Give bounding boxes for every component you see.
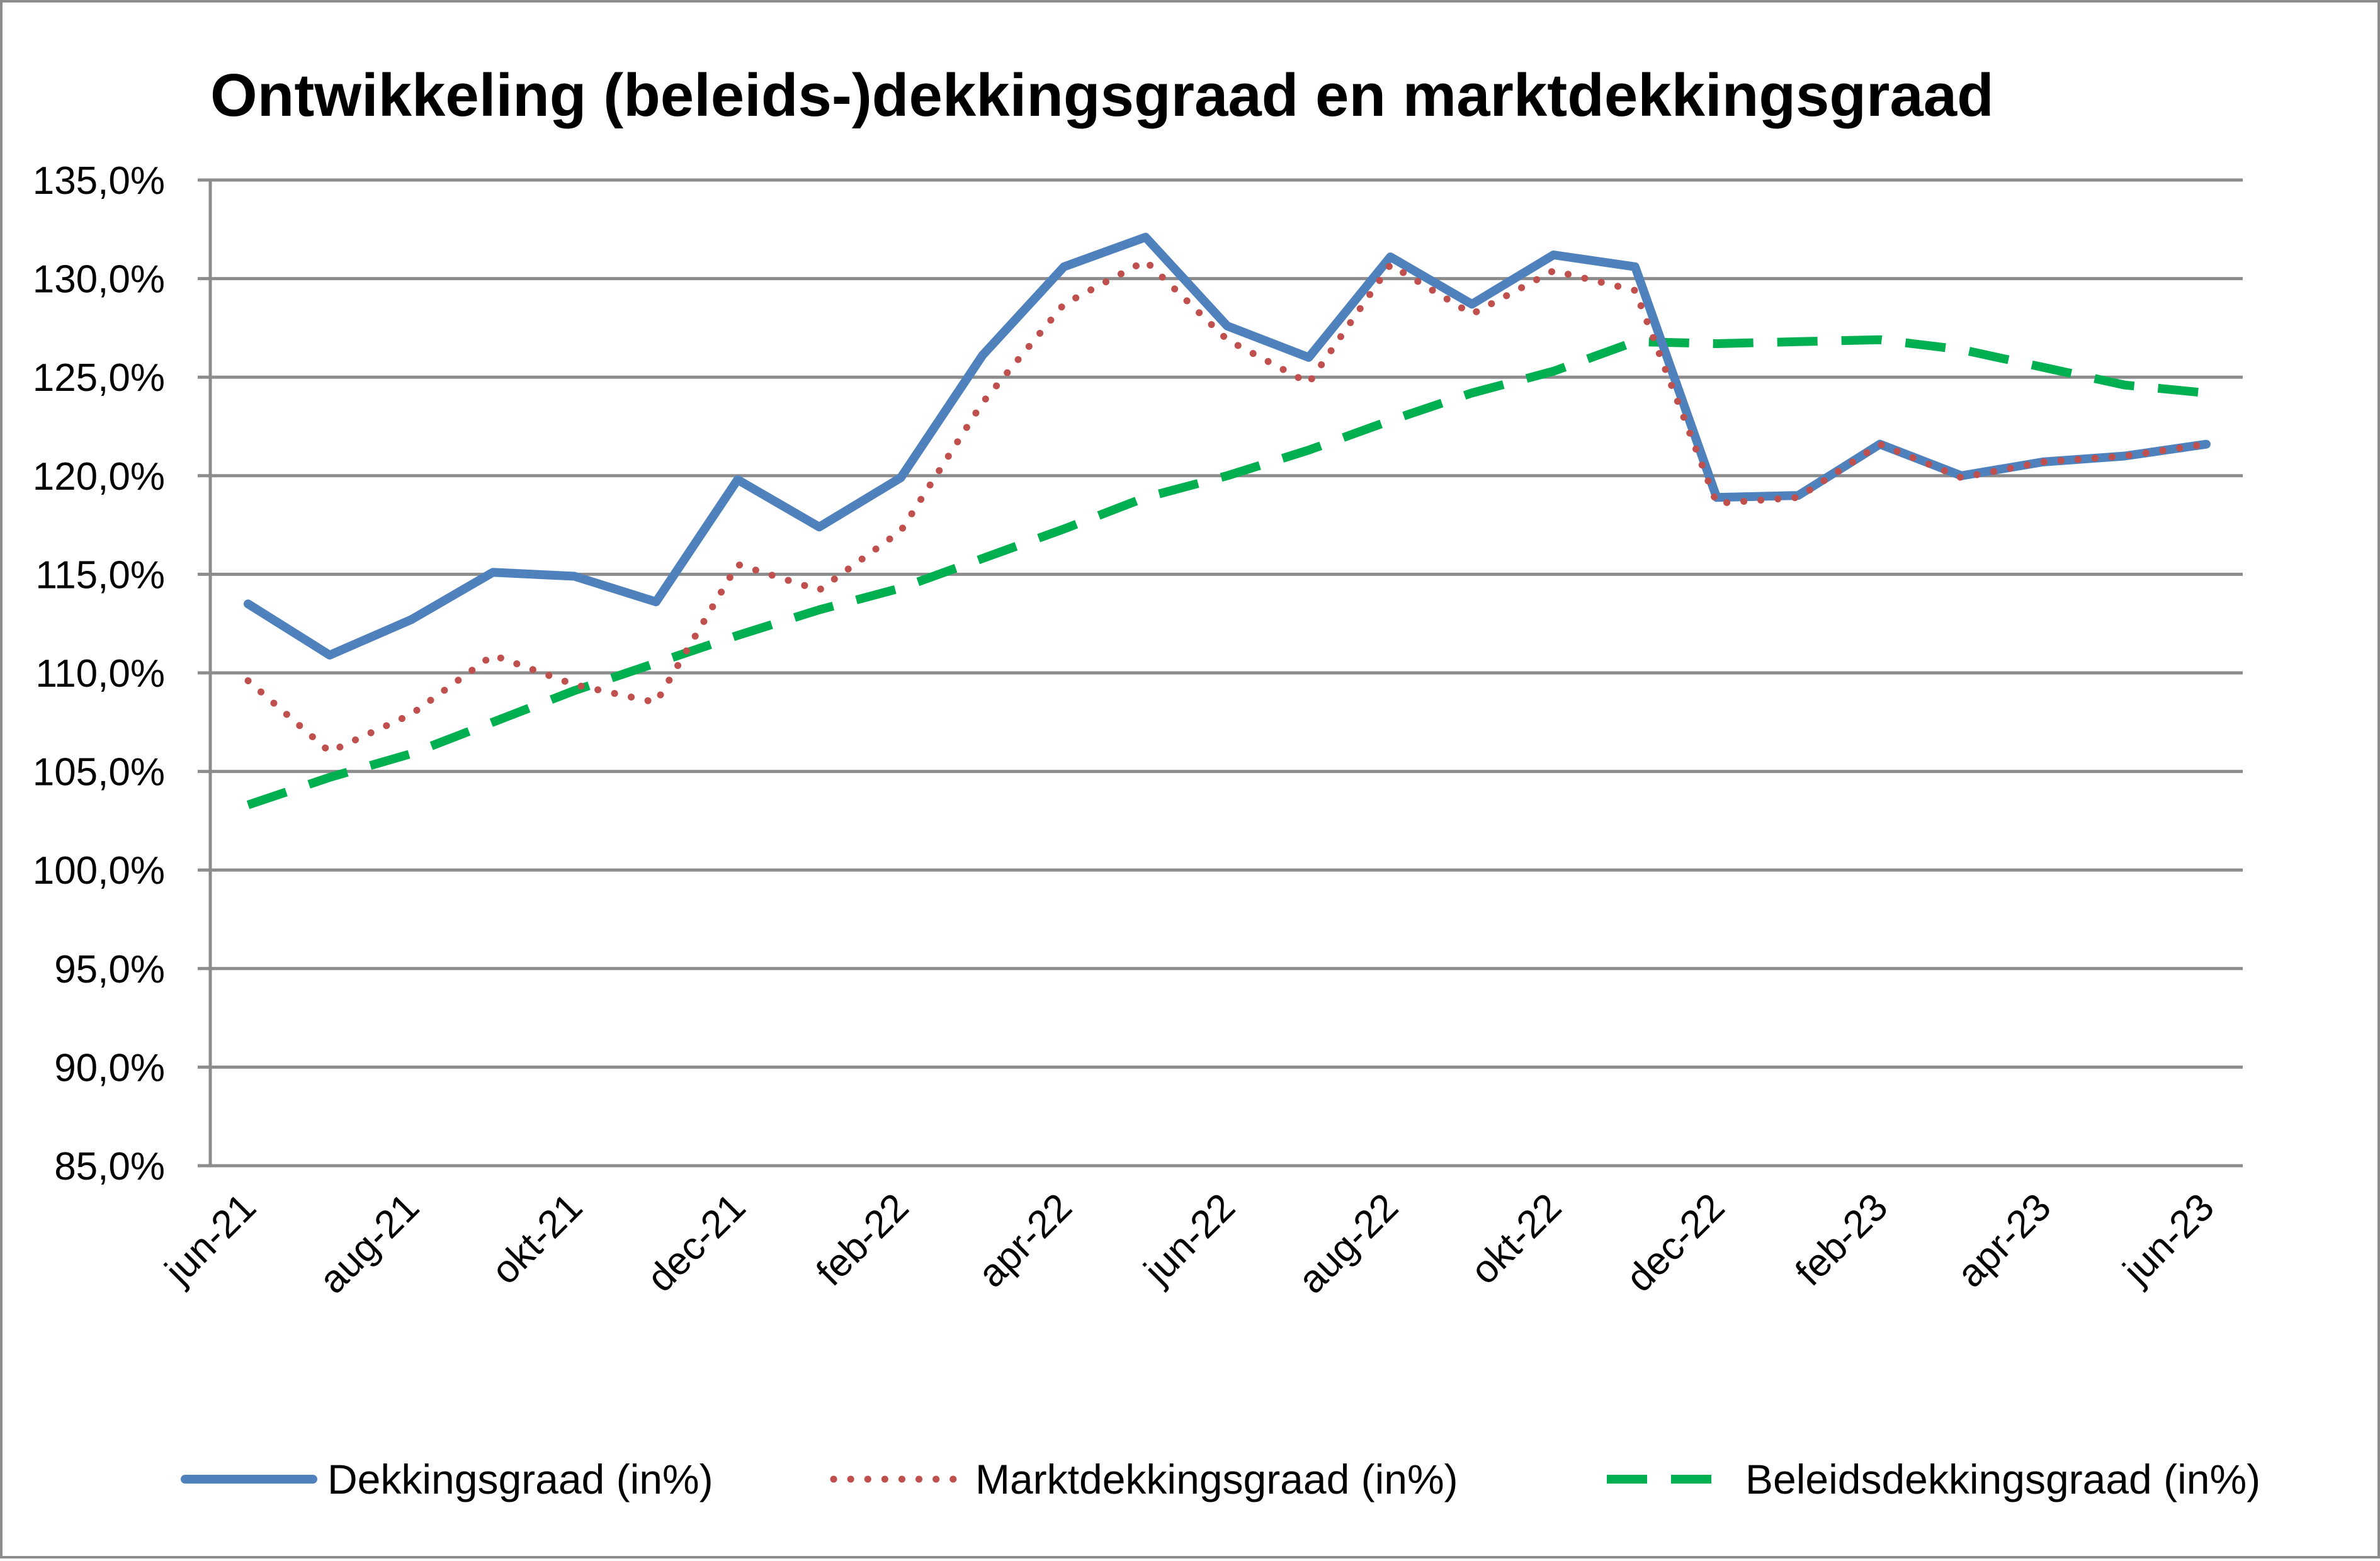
y-axis-ticks: 85,0% 90,0% 95,0% 100,0% 105,0% 110,0% 115,0% 1… <box>33 159 165 1188</box>
series-line-1 <box>244 257 2210 755</box>
x-tick-label: feb-22 <box>808 1185 917 1294</box>
x-tick-label: jun-22 <box>1135 1185 1244 1293</box>
series-line-0 <box>244 232 2211 660</box>
y-tick-label: 130,0% <box>33 258 165 301</box>
y-tick-label: 125,0% <box>33 356 165 400</box>
y-tick-label: 120,0% <box>33 455 165 499</box>
legend-label-2: Beleidsdekkingsgraad (in%) <box>1745 1456 2260 1502</box>
x-tick-label: aug-22 <box>1290 1185 1407 1302</box>
x-tick-label: okt-21 <box>484 1185 591 1293</box>
x-tick-label: apr-22 <box>970 1185 1080 1296</box>
gridlines <box>198 178 2243 1168</box>
x-tick-label: jun-21 <box>156 1185 264 1293</box>
series-line-2 <box>246 335 2207 809</box>
y-tick-label: 105,0% <box>33 751 165 794</box>
chart-title: Ontwikkeling (beleids-)dekkingsgraad en … <box>210 62 1994 129</box>
x-tick-label: feb-23 <box>1787 1185 1896 1294</box>
x-tick-label: dec-22 <box>1618 1185 1733 1300</box>
x-tick-label: okt-22 <box>1463 1185 1570 1293</box>
legend: Dekkingsgraad (in%) Marktdekkingsgraad (i… <box>181 1456 2260 1502</box>
legend-label-0: Dekkingsgraad (in%) <box>327 1456 713 1502</box>
y-tick-label: 115,0% <box>35 553 165 597</box>
x-tick-label: apr-23 <box>1949 1185 2060 1296</box>
y-tick-label: 110,0% <box>35 652 165 696</box>
series-lines <box>244 232 2211 809</box>
legend-label-1: Marktdekkingsgraad (in%) <box>975 1456 1458 1502</box>
x-tick-label: aug-21 <box>311 1185 428 1302</box>
y-tick-label: 95,0% <box>54 948 165 991</box>
x-tick-label: dec-21 <box>639 1185 754 1300</box>
y-tick-label: 85,0% <box>54 1145 165 1188</box>
y-tick-label: 100,0% <box>33 849 165 893</box>
y-tick-label: 90,0% <box>54 1046 165 1090</box>
line-chart: Ontwikkeling (beleids-)dekkingsgraad en … <box>33 62 2260 1502</box>
x-tick-label: jun-23 <box>2114 1185 2223 1293</box>
x-axis-ticks: jun-21 aug-21 okt-21 dec-21 feb-22 apr-22 jun-… <box>156 1185 2223 1302</box>
y-tick-label: 135,0% <box>33 159 165 203</box>
